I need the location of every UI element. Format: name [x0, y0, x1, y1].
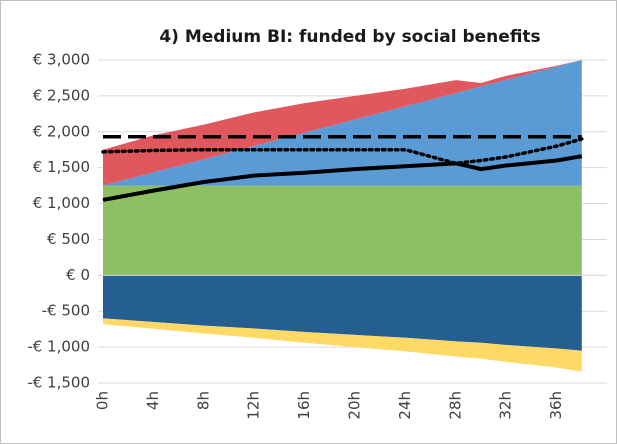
- line: [101, 137, 584, 166]
- y-tick-label: € 2,000: [33, 122, 90, 140]
- y-tick-label: -€ 500: [42, 302, 90, 320]
- y-tick-label: € 1,000: [33, 194, 90, 212]
- x-tick-label: 32h: [497, 391, 515, 420]
- y-tick-label: -€ 1,500: [27, 374, 90, 392]
- y-tick-label: € 1,500: [33, 158, 90, 176]
- area: [103, 60, 582, 186]
- x-tick-label: 24h: [396, 391, 414, 420]
- chart-title: 4) Medium BI: funded by social benefits: [159, 27, 540, 47]
- x-tick-label: 20h: [346, 391, 364, 420]
- x-tick-label: 36h: [547, 391, 565, 420]
- line: [102, 154, 583, 202]
- x-tick-label: 8h: [194, 391, 212, 410]
- area: [103, 185, 582, 276]
- area: [103, 318, 582, 372]
- y-tick-label: € 500: [47, 230, 90, 248]
- y-tick-label: € 3,000: [33, 51, 90, 69]
- x-tick-label: 4h: [144, 391, 162, 410]
- x-tick-label: 28h: [446, 391, 464, 420]
- area: [103, 275, 582, 351]
- y-tick-label: € 2,500: [33, 86, 90, 104]
- x-tick-label: 16h: [295, 391, 313, 420]
- y-tick-label: -€ 1,000: [27, 338, 90, 356]
- y-tick-label: € 0: [66, 266, 90, 284]
- x-tick-label: 12h: [245, 391, 263, 420]
- x-tick-label: 0h: [94, 391, 112, 410]
